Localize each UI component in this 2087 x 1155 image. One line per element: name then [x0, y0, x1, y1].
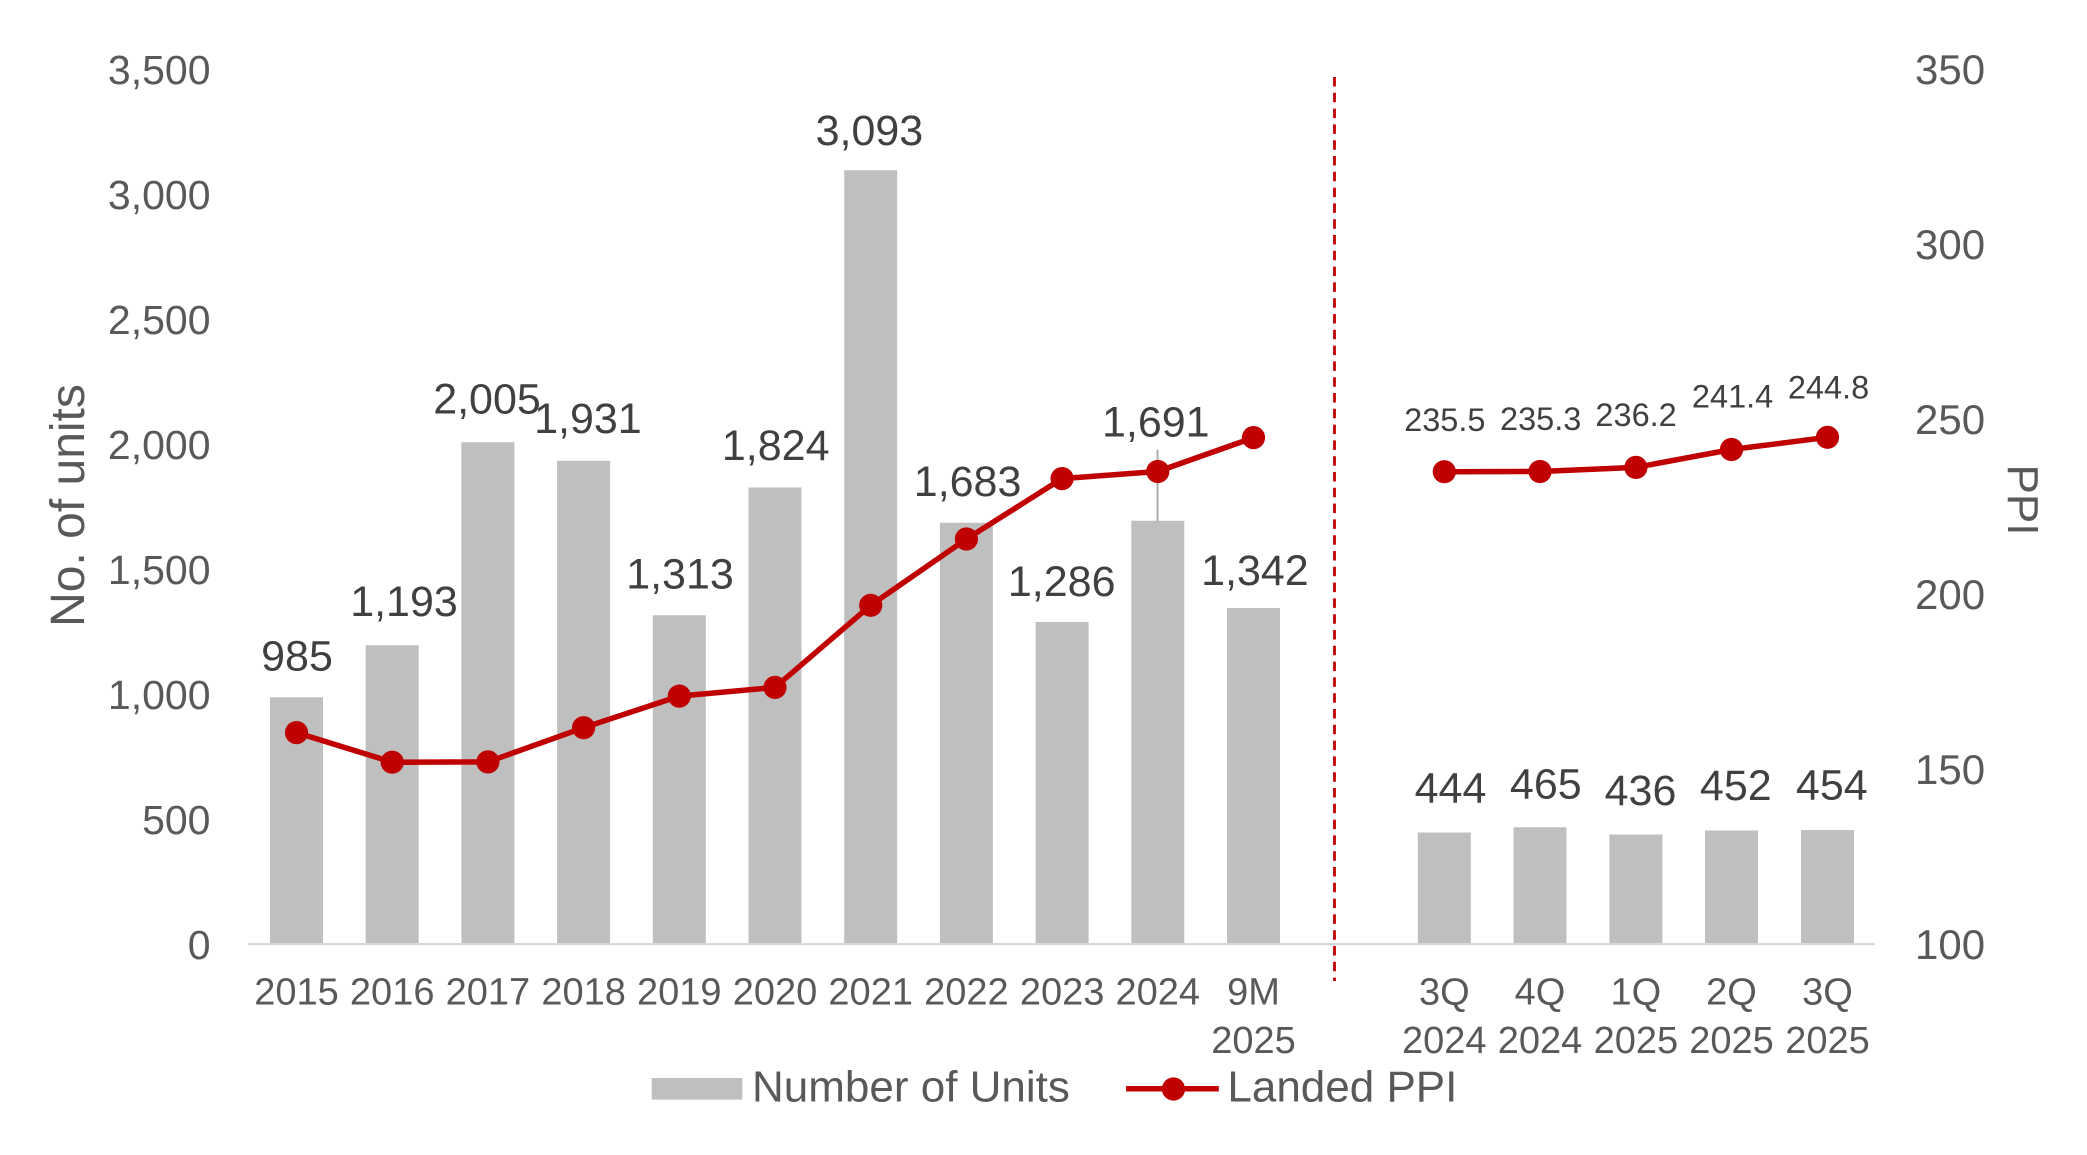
- svg-text:1,313: 1,313: [626, 551, 734, 599]
- svg-text:1,931: 1,931: [534, 395, 642, 443]
- svg-text:436: 436: [1605, 767, 1677, 815]
- svg-text:1,824: 1,824: [722, 422, 830, 470]
- svg-text:9M: 9M: [1227, 972, 1280, 1014]
- svg-text:2017: 2017: [446, 972, 531, 1014]
- svg-text:2,000: 2,000: [108, 422, 211, 468]
- svg-text:1Q: 1Q: [1611, 972, 1662, 1014]
- svg-text:2018: 2018: [541, 972, 626, 1014]
- svg-text:1,000: 1,000: [108, 672, 211, 718]
- svg-text:150: 150: [1915, 746, 1985, 793]
- svg-text:1,193: 1,193: [350, 578, 458, 626]
- svg-text:300: 300: [1915, 221, 1985, 268]
- svg-text:0: 0: [188, 922, 211, 968]
- svg-text:2025: 2025: [1689, 1020, 1774, 1062]
- svg-text:444: 444: [1415, 764, 1487, 812]
- svg-text:2016: 2016: [350, 972, 435, 1014]
- svg-text:244.8: 244.8: [1788, 370, 1869, 406]
- svg-text:1,691: 1,691: [1102, 398, 1210, 446]
- svg-text:235.3: 235.3: [1500, 401, 1581, 437]
- svg-text:250: 250: [1915, 396, 1985, 443]
- svg-text:2024: 2024: [1498, 1020, 1583, 1062]
- svg-text:350: 350: [1915, 46, 1985, 93]
- svg-text:4Q: 4Q: [1515, 972, 1566, 1014]
- svg-text:2Q: 2Q: [1706, 972, 1757, 1014]
- svg-text:2019: 2019: [637, 972, 722, 1014]
- svg-text:1,286: 1,286: [1008, 558, 1116, 606]
- svg-text:452: 452: [1700, 762, 1772, 810]
- svg-text:2022: 2022: [924, 972, 1009, 1014]
- svg-text:2,500: 2,500: [108, 297, 211, 343]
- svg-text:3Q: 3Q: [1802, 972, 1853, 1014]
- svg-text:2025: 2025: [1785, 1020, 1870, 1062]
- svg-text:2023: 2023: [1020, 972, 1105, 1014]
- svg-text:100: 100: [1915, 921, 1985, 968]
- svg-text:3,093: 3,093: [816, 107, 924, 155]
- svg-text:1,500: 1,500: [108, 547, 211, 593]
- svg-text:3,000: 3,000: [108, 172, 211, 218]
- svg-text:2024: 2024: [1116, 972, 1201, 1014]
- svg-text:Landed PPI: Landed PPI: [1227, 1063, 1457, 1112]
- svg-text:235.5: 235.5: [1404, 402, 1485, 438]
- svg-text:236.2: 236.2: [1595, 397, 1676, 433]
- svg-text:2025: 2025: [1211, 1020, 1296, 1062]
- svg-text:241.4: 241.4: [1692, 378, 1773, 414]
- svg-text:PPI: PPI: [1998, 465, 2047, 536]
- svg-text:2024: 2024: [1402, 1020, 1487, 1062]
- svg-text:Number of Units: Number of Units: [752, 1063, 1070, 1112]
- svg-text:2020: 2020: [733, 972, 818, 1014]
- svg-text:985: 985: [261, 633, 333, 681]
- svg-text:1,683: 1,683: [914, 458, 1022, 506]
- svg-text:2025: 2025: [1594, 1020, 1679, 1062]
- svg-text:3,500: 3,500: [108, 47, 211, 93]
- svg-text:1,342: 1,342: [1201, 547, 1309, 595]
- svg-text:No. of units: No. of units: [42, 384, 95, 627]
- svg-text:454: 454: [1796, 762, 1868, 810]
- svg-text:2,005: 2,005: [433, 376, 541, 424]
- svg-text:3Q: 3Q: [1419, 972, 1470, 1014]
- svg-text:500: 500: [142, 797, 210, 843]
- svg-text:2021: 2021: [828, 972, 913, 1014]
- svg-text:200: 200: [1915, 571, 1985, 618]
- svg-text:465: 465: [1510, 761, 1582, 809]
- svg-text:2015: 2015: [254, 972, 339, 1014]
